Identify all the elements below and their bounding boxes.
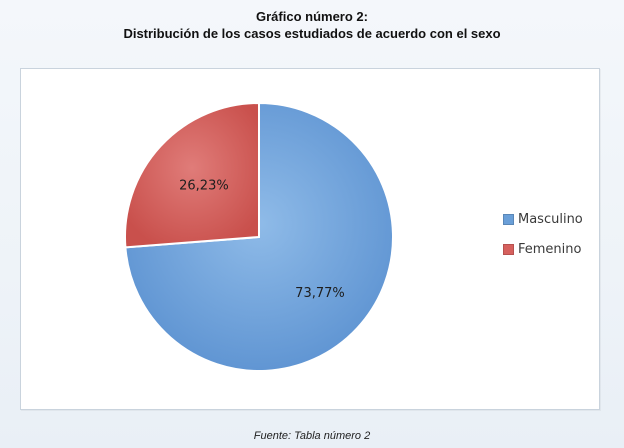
pie-chart: 73,77% 26,23% bbox=[124, 101, 394, 372]
chart-area: 73,77% 26,23% Masculino Femenino bbox=[20, 68, 600, 410]
pie-slices bbox=[124, 101, 394, 372]
legend-item-masculino: Masculino bbox=[503, 212, 583, 227]
chart-subtitle: Distribución de los casos estudiados de … bbox=[123, 26, 501, 41]
chart-title: Gráfico número 2: bbox=[256, 9, 368, 24]
legend-swatch-femenino bbox=[503, 244, 514, 255]
legend-label-masculino: Masculino bbox=[518, 212, 583, 227]
pie-data-label-masculino: 73,77% bbox=[295, 286, 345, 301]
pie-data-label-femenino: 26,23% bbox=[179, 179, 229, 194]
legend-swatch-masculino bbox=[503, 214, 514, 225]
legend-label-femenino: Femenino bbox=[518, 242, 582, 257]
pie-data-labels: 73,77% 26,23% bbox=[179, 179, 345, 301]
source-note: Fuente: Tabla número 2 bbox=[253, 430, 371, 442]
legend-item-femenino: Femenino bbox=[503, 242, 581, 257]
pie-slice-femenino bbox=[124, 101, 260, 249]
